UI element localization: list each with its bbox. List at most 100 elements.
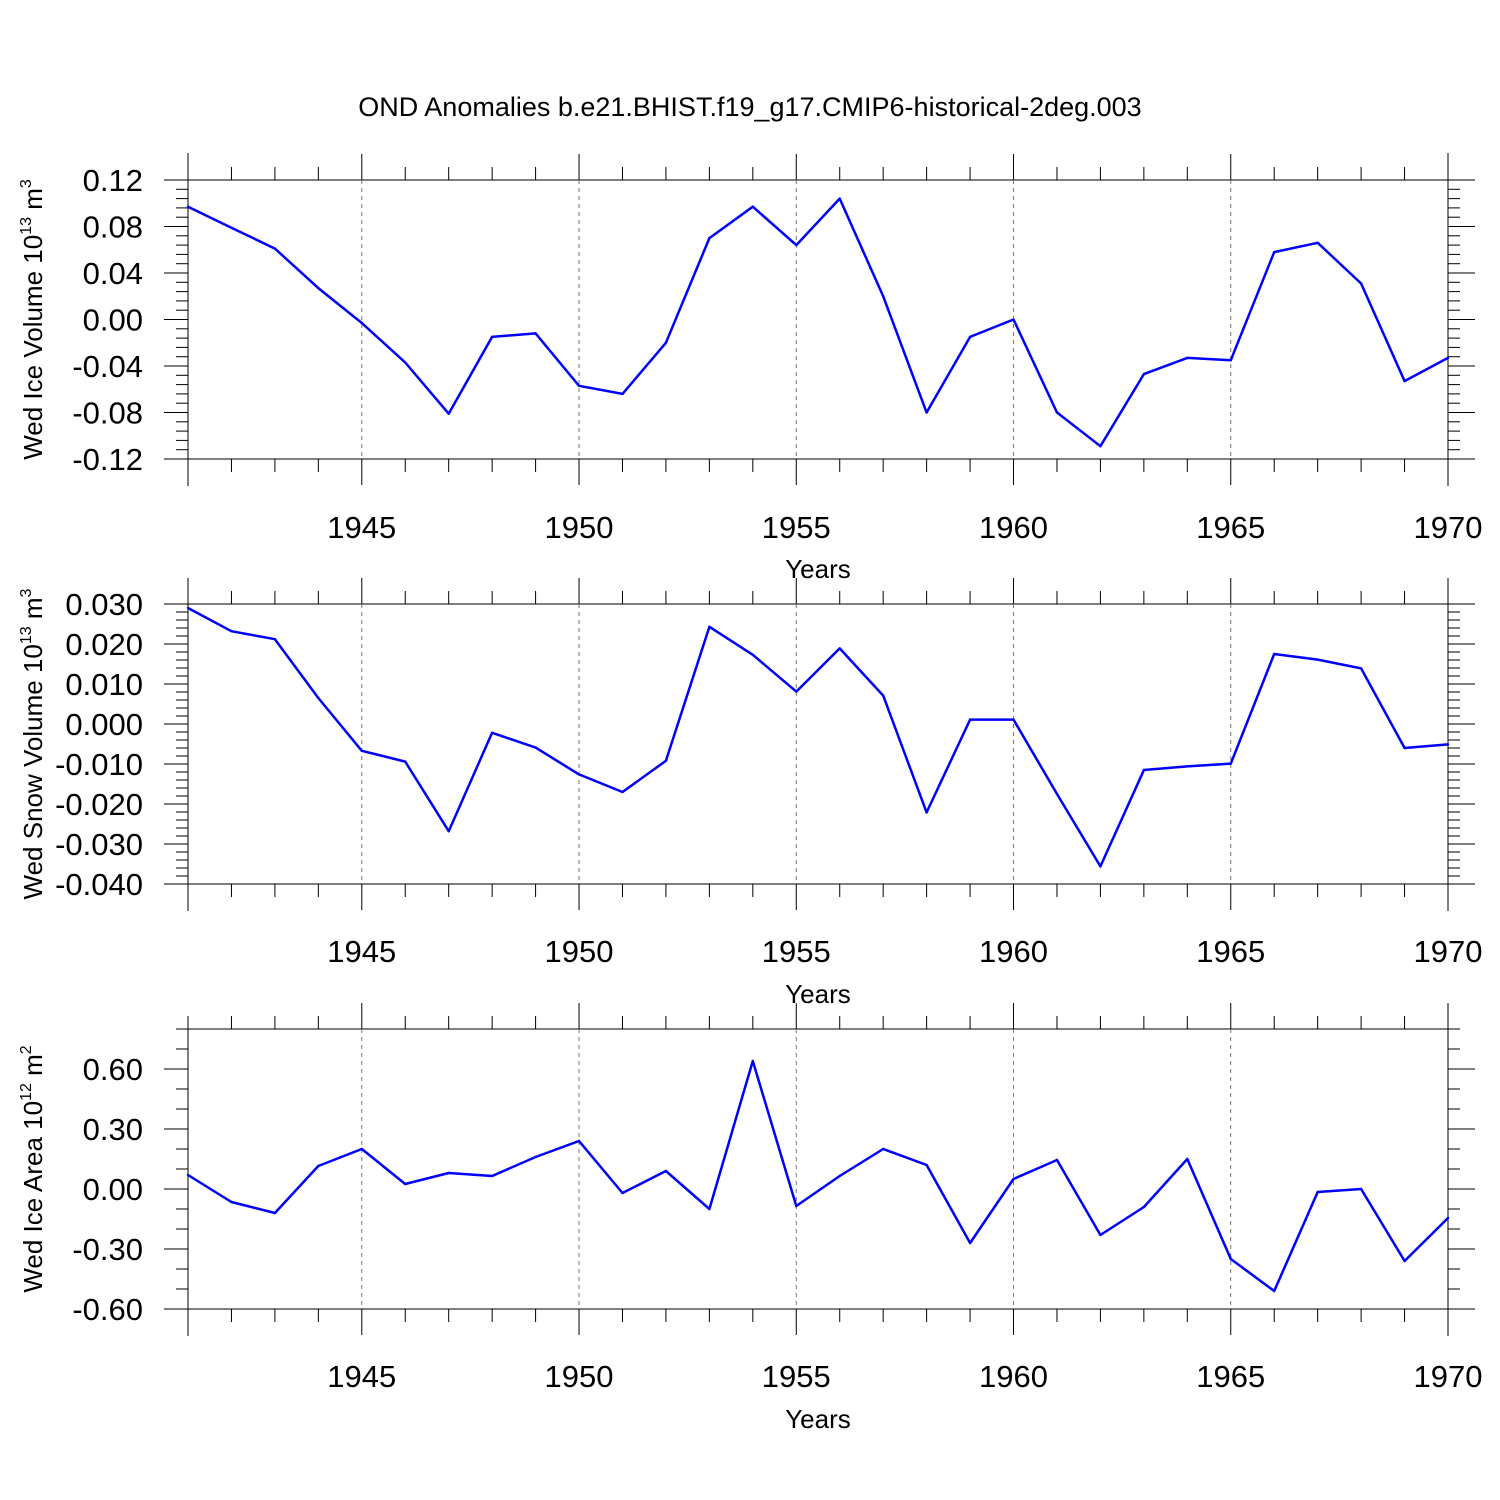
y-tick-label: 0.12 bbox=[83, 163, 143, 198]
x-axis-title: Years bbox=[785, 554, 851, 584]
data-point bbox=[621, 392, 624, 396]
data-point bbox=[1186, 765, 1189, 768]
data-point bbox=[795, 1204, 798, 1208]
data-point bbox=[1229, 762, 1232, 765]
data-point bbox=[360, 321, 363, 325]
data-point bbox=[1186, 356, 1189, 360]
y-tick-label: 0.30 bbox=[83, 1112, 143, 1147]
data-point bbox=[273, 247, 277, 250]
data-point bbox=[751, 1059, 755, 1063]
x-tick-label: 1965 bbox=[1196, 510, 1265, 545]
y-tick-label: 0.000 bbox=[65, 707, 143, 742]
data-point bbox=[534, 1155, 537, 1159]
data-point bbox=[1142, 768, 1146, 772]
chart-title: OND Anomalies b.e21.BHIST.f19_g17.CMIP6-… bbox=[358, 92, 1141, 122]
data-point bbox=[838, 1174, 841, 1178]
data-point bbox=[968, 335, 972, 339]
data-point bbox=[1403, 746, 1406, 750]
y-tick-label: 0.020 bbox=[65, 627, 143, 662]
data-point bbox=[1012, 718, 1015, 721]
x-tick-label: 1950 bbox=[545, 1359, 614, 1394]
series-line bbox=[187, 1059, 1449, 1293]
y-axis-title: Wed Ice Area 1012 m2 bbox=[18, 1045, 48, 1292]
data-point bbox=[360, 749, 363, 752]
panel-1: -0.12 -0.08 -0.04 0.00 0.04 0.08 0.12 1945 1950 1… bbox=[18, 153, 1482, 584]
data-point bbox=[1099, 445, 1102, 448]
series-line bbox=[187, 606, 1449, 868]
x-tick-label: 1950 bbox=[545, 510, 614, 545]
data-point bbox=[881, 1147, 885, 1151]
data-point bbox=[664, 759, 668, 762]
data-point bbox=[968, 718, 972, 721]
data-point bbox=[751, 653, 755, 656]
y-tick-label: 0.030 bbox=[65, 587, 143, 622]
data-point bbox=[838, 647, 841, 650]
data-point bbox=[1229, 1257, 1232, 1261]
data-point bbox=[186, 606, 190, 610]
y-axis-title-part: m bbox=[18, 597, 48, 626]
y-axis-title-part: m bbox=[18, 188, 48, 217]
data-point bbox=[490, 335, 494, 339]
y-tick-label: -0.020 bbox=[55, 787, 143, 822]
data-point bbox=[404, 1182, 407, 1186]
data-point bbox=[708, 236, 711, 240]
data-point bbox=[925, 811, 928, 814]
data-point bbox=[577, 384, 581, 387]
data-point bbox=[925, 1163, 928, 1167]
data-point bbox=[1099, 1233, 1102, 1237]
x-tick-label: 1965 bbox=[1196, 1359, 1265, 1394]
y-tick-label: 0.04 bbox=[83, 256, 143, 291]
data-point bbox=[447, 412, 450, 415]
y-tick-label: -0.04 bbox=[72, 349, 143, 384]
data-point bbox=[404, 361, 407, 364]
y-axis-title-superscript: 13 bbox=[18, 217, 35, 235]
data-point bbox=[1359, 667, 1363, 670]
data-point bbox=[1142, 1205, 1146, 1209]
y-tick-label: -0.12 bbox=[72, 442, 143, 477]
data-point bbox=[1012, 318, 1015, 321]
y-axis-title-superscript: 2 bbox=[18, 1045, 35, 1054]
y-tick-label: -0.030 bbox=[55, 827, 143, 862]
data-point bbox=[1446, 743, 1450, 746]
data-point bbox=[447, 1171, 450, 1175]
data-point bbox=[1273, 652, 1276, 656]
data-point bbox=[621, 790, 624, 794]
x-tick-label: 1955 bbox=[762, 1359, 831, 1394]
y-axis-title-superscript: 12 bbox=[18, 1083, 35, 1101]
data-point bbox=[317, 696, 320, 700]
data-point bbox=[881, 694, 885, 697]
data-point bbox=[664, 1169, 668, 1173]
data-point bbox=[490, 1174, 494, 1178]
data-point bbox=[1273, 250, 1276, 254]
y-axis-title-part: Wed Snow Volume 10 bbox=[18, 644, 48, 899]
data-point bbox=[708, 1207, 711, 1211]
x-tick-label: 1950 bbox=[545, 934, 614, 969]
panel-2: -0.040 -0.030 -0.020 -0.010 0.000 0.010 0.020 0… bbox=[18, 578, 1482, 1009]
data-point bbox=[751, 205, 755, 208]
data-point bbox=[360, 1147, 363, 1151]
y-axis-title-superscript: 13 bbox=[18, 626, 35, 644]
y-axis-title-part: m bbox=[18, 1054, 48, 1083]
x-tick-label: 1970 bbox=[1414, 934, 1483, 969]
y-tick-label: 0.08 bbox=[83, 210, 143, 245]
data-point bbox=[708, 625, 711, 628]
data-point bbox=[1186, 1157, 1189, 1161]
data-point bbox=[925, 411, 928, 414]
y-tick-label: -0.010 bbox=[55, 747, 143, 782]
data-point bbox=[1359, 1187, 1363, 1191]
x-axis-title: Years bbox=[785, 1404, 851, 1434]
y-tick-label: -0.30 bbox=[72, 1232, 143, 1267]
y-tick-label: 0.00 bbox=[83, 1172, 143, 1207]
x-tick-label: 1960 bbox=[979, 1359, 1048, 1394]
data-point bbox=[447, 830, 450, 833]
data-point bbox=[621, 1191, 624, 1195]
x-tick-label: 1965 bbox=[1196, 934, 1265, 969]
data-point bbox=[1316, 1190, 1319, 1194]
x-tick-label: 1945 bbox=[327, 1359, 396, 1394]
data-point bbox=[1229, 358, 1232, 362]
data-point bbox=[186, 205, 190, 208]
x-axis-title: Years bbox=[785, 979, 851, 1009]
data-point bbox=[273, 638, 277, 641]
data-point bbox=[1142, 372, 1146, 376]
